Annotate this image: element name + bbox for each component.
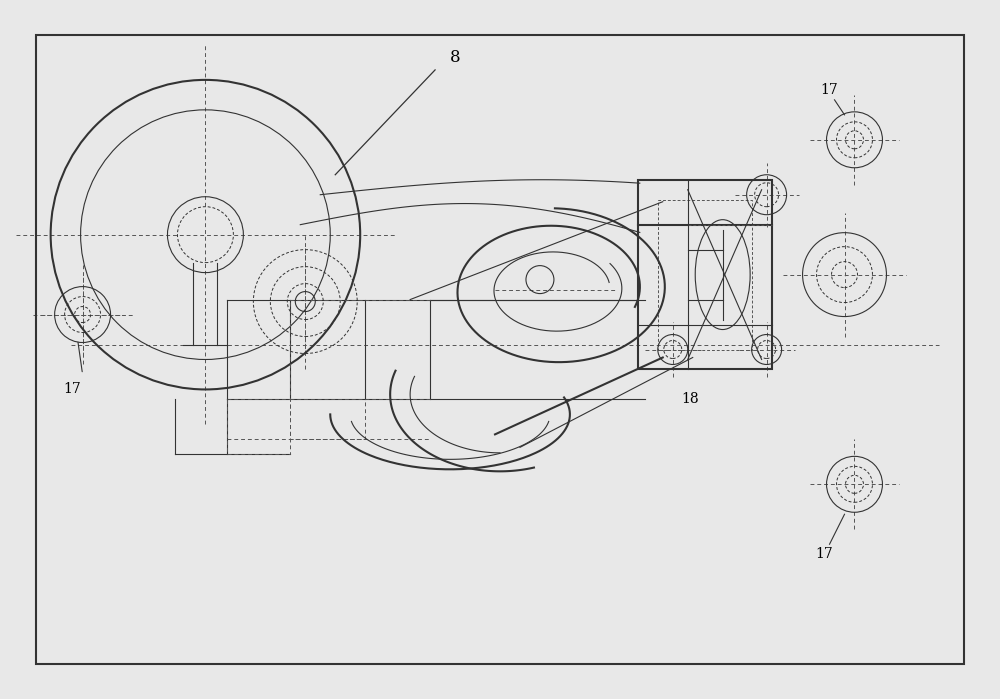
Text: 17: 17	[64, 382, 81, 396]
Text: 8: 8	[450, 50, 460, 66]
Text: 18: 18	[681, 392, 699, 406]
Text: 17: 17	[816, 547, 833, 561]
Text: 17: 17	[821, 83, 838, 97]
